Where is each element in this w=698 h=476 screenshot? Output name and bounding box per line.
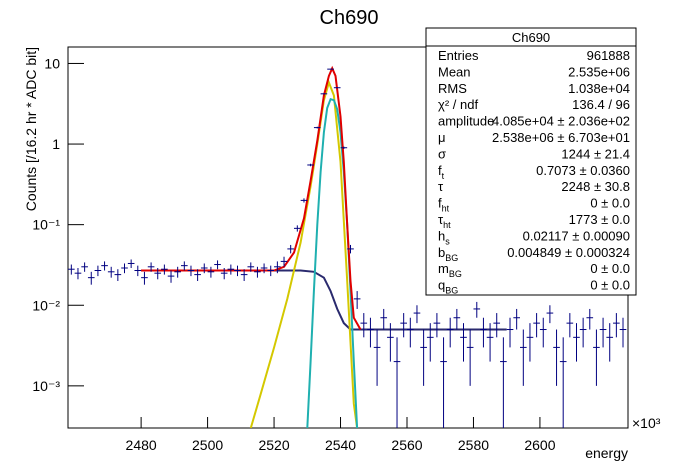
stats-label: hs	[438, 228, 450, 246]
stats-label: fht	[438, 196, 450, 214]
stats-box: Ch690 Entries 961888 Mean 2.535e+06 RMS 1.038…	[425, 27, 637, 296]
x-tick-label: 2580	[458, 437, 489, 453]
stats-value: 136.4 / 96	[572, 97, 630, 112]
stats-value: 4.085e+04 ± 2.036e+02	[492, 114, 630, 129]
y-tick-label: 10⁻²	[32, 297, 60, 313]
stats-label-sub: s	[445, 236, 450, 246]
stats-value: 0 ± 0.0	[590, 196, 630, 211]
stats-label-main: m	[438, 261, 449, 276]
fit-curve	[141, 269, 507, 331]
stats-label-main: τ	[438, 179, 444, 194]
stats-label-main: q	[438, 278, 445, 293]
stats-label-main: Mean	[438, 64, 471, 79]
stats-label: Entries	[438, 48, 479, 63]
x-tick-label: 2520	[258, 437, 289, 453]
stats-label-main: Entries	[438, 48, 479, 63]
stats-label: amplitude	[438, 114, 494, 129]
stats-label-main: f	[438, 196, 442, 211]
stats-value: 1244 ± 21.4	[561, 146, 630, 161]
stats-value: 2.535e+06	[568, 64, 630, 79]
y-tick-label: 10	[44, 55, 60, 71]
stats-value: 0 ± 0.0	[590, 278, 630, 293]
stats-label-sub: ht	[442, 204, 450, 214]
stats-label-main: μ	[438, 130, 446, 145]
y-axis-label: Counts [/16.2 hr * ADC bit]	[23, 47, 39, 211]
stats-label-main: τ	[438, 212, 444, 227]
x-tick-label: 2500	[192, 437, 223, 453]
stats-value: 1.038e+04	[568, 81, 630, 96]
stats-label-sub: ht	[443, 220, 451, 230]
stats-label: Mean	[438, 64, 471, 79]
plot-area	[68, 65, 627, 428]
stats-value: 0.7073 ± 0.0360	[536, 163, 630, 178]
stats-label-sub: BG	[449, 269, 462, 279]
stats-label: qBG	[438, 278, 458, 296]
y-tick-label: 1	[52, 136, 60, 152]
y-tick-label: 10⁻¹	[32, 217, 60, 233]
y-tick-label: 10⁻³	[32, 378, 60, 394]
stats-label-main: h	[438, 228, 445, 243]
x-axis-label: energy	[585, 445, 628, 461]
stats-label: τ	[438, 179, 444, 194]
stats-label-sub: BG	[445, 286, 458, 296]
stats-label-main: σ	[438, 146, 446, 161]
stats-value: 2.538e+06 ± 6.703e+01	[492, 130, 630, 145]
stats-value: 1773 ± 0.0	[569, 212, 630, 227]
stats-label-sub: t	[442, 171, 445, 181]
stats-label: μ	[438, 130, 446, 145]
x-tick-label: 2600	[524, 437, 555, 453]
stats-value: 0.004849 ± 0.000324	[507, 245, 630, 260]
stats-frame	[425, 27, 637, 296]
stats-label: χ² / ndf	[438, 97, 478, 112]
stats-value: 961888	[587, 48, 630, 63]
chart-title: Ch690	[320, 7, 379, 29]
x-multiplier: ×10³	[632, 415, 661, 431]
fit-curve	[141, 65, 362, 330]
x-tick-label: 2480	[126, 437, 157, 453]
stats-value: 0 ± 0.0	[590, 261, 630, 276]
stats-label-sub: BG	[445, 253, 458, 263]
x-tick-label: 2540	[325, 437, 356, 453]
stats-label: mBG	[438, 261, 462, 279]
stats-label-main: b	[438, 245, 445, 260]
stats-label-main: f	[438, 163, 442, 178]
stats-label: τht	[438, 212, 451, 230]
stats-value: 2248 ± 30.8	[561, 179, 630, 194]
stats-label-main: amplitude	[438, 114, 494, 129]
stats-value: 0.02117 ± 0.00090	[523, 228, 630, 243]
stats-label: σ	[438, 146, 446, 161]
stats-label-main: RMS	[438, 81, 467, 96]
x-tick-label: 2560	[391, 437, 422, 453]
stats-title: Ch690	[512, 30, 550, 45]
stats-label: ft	[438, 163, 445, 181]
stats-label-main: χ² / ndf	[438, 97, 478, 112]
stats-label: bBG	[438, 245, 458, 263]
stats-label: RMS	[438, 81, 467, 96]
